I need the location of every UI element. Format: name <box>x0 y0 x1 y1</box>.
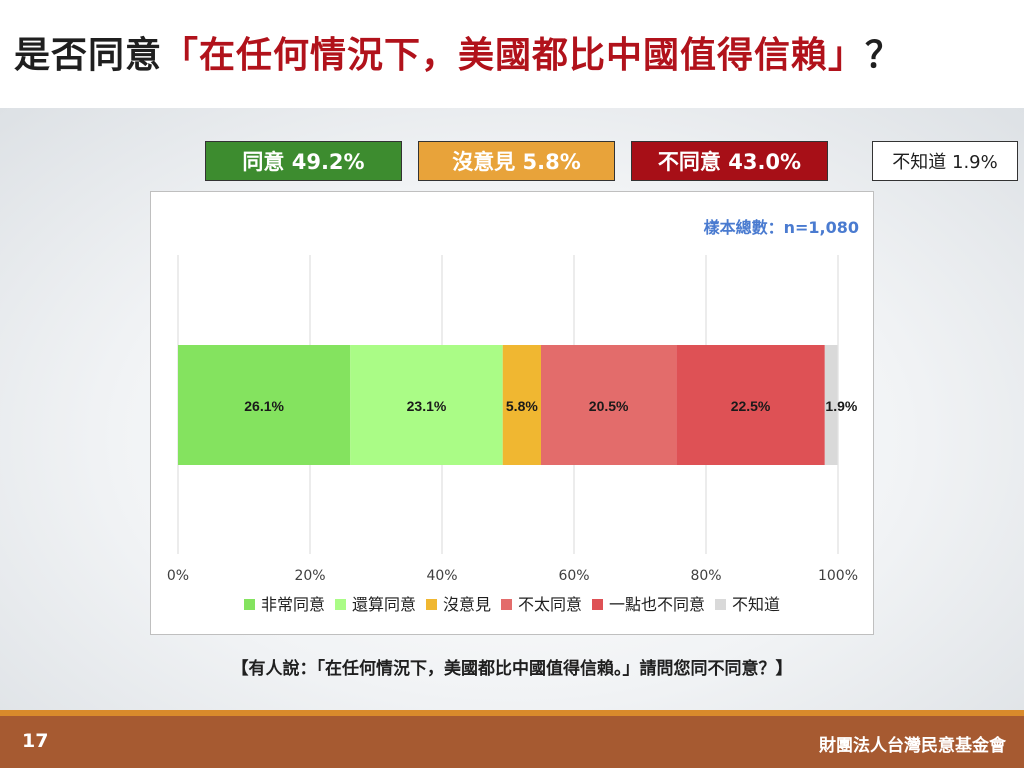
summary-dont-know-box: 不知道 1.9% <box>872 141 1018 181</box>
summary-agree-box: 同意 49.2% <box>205 141 402 181</box>
legend-swatch <box>244 599 255 610</box>
data-label: 20.5% <box>589 398 629 414</box>
x-tick-label: 20% <box>294 568 325 584</box>
x-tick-label: 60% <box>558 568 589 584</box>
legend-label: 沒意見 <box>443 595 491 614</box>
question-caption: 【有人說：「在任何情況下，美國都比中國值得信賴。」請問您同不同意？】 <box>231 659 793 679</box>
page-title: 是否同意「在任何情況下，美國都比中國值得信賴」？ <box>14 26 902 78</box>
legend-swatch <box>715 599 726 610</box>
data-label: 26.1% <box>244 398 284 414</box>
summary-agree-label: 同意 49.2% <box>242 150 365 174</box>
stacked-bar-chart: 0% 20% 40% 60% 80% 100% 26.1% 23.1% 5.8% 20.5% 22.… <box>167 255 858 614</box>
legend-swatch <box>592 599 603 610</box>
legend-swatch <box>335 599 346 610</box>
bar-segment <box>541 345 677 465</box>
x-tick-label: 0% <box>167 568 189 584</box>
data-label: 1.9% <box>825 398 857 414</box>
summary-no-opinion-label: 沒意見 5.8% <box>452 150 581 174</box>
bar-segment <box>824 345 838 465</box>
x-tick-label: 100% <box>818 568 858 584</box>
bar-segment <box>502 345 541 465</box>
x-tick-label: 80% <box>690 568 721 584</box>
title-bar: 是否同意「在任何情況下，美國都比中國值得信賴」？ <box>0 0 1024 108</box>
title-suffix: ？ <box>865 35 903 76</box>
page-number: 17 <box>22 730 49 752</box>
organization-name: 財團法人台灣民意基金會 <box>819 736 1006 756</box>
data-label: 22.5% <box>731 398 771 414</box>
footer-accent-line <box>0 710 1024 716</box>
title-quote: 「在任何情況下，美國都比中國值得信賴」 <box>162 35 866 76</box>
summary-disagree-box: 不同意 43.0% <box>631 141 828 181</box>
legend-label: 不太同意 <box>518 595 582 614</box>
sample-size: 樣本總數：n=1,080 <box>703 218 859 237</box>
legend-label: 不知道 <box>732 595 780 614</box>
legend-label: 一點也不同意 <box>609 595 705 614</box>
legend-swatch <box>501 599 512 610</box>
bar-segment <box>676 345 825 465</box>
bar-segment <box>178 345 351 465</box>
chart-card: 樣本總數：n=1,080 0% 20% 40% 60% 80% 100% 26.1% 23.1… <box>150 191 874 635</box>
title-prefix: 是否同意 <box>14 35 163 76</box>
footer-bar: 17 財團法人台灣民意基金會 <box>0 716 1024 768</box>
x-tick-label: 40% <box>426 568 457 584</box>
data-label: 23.1% <box>407 398 447 414</box>
legend-label: 非常同意 <box>261 595 325 614</box>
data-label: 5.8% <box>506 398 538 414</box>
summary-disagree-label: 不同意 43.0% <box>657 150 802 174</box>
legend-swatch <box>426 599 437 610</box>
summary-no-opinion-box: 沒意見 5.8% <box>418 141 615 181</box>
summary-dont-know-label: 不知道 1.9% <box>892 152 998 173</box>
legend-label: 還算同意 <box>352 595 416 614</box>
bar-segment <box>350 345 503 465</box>
